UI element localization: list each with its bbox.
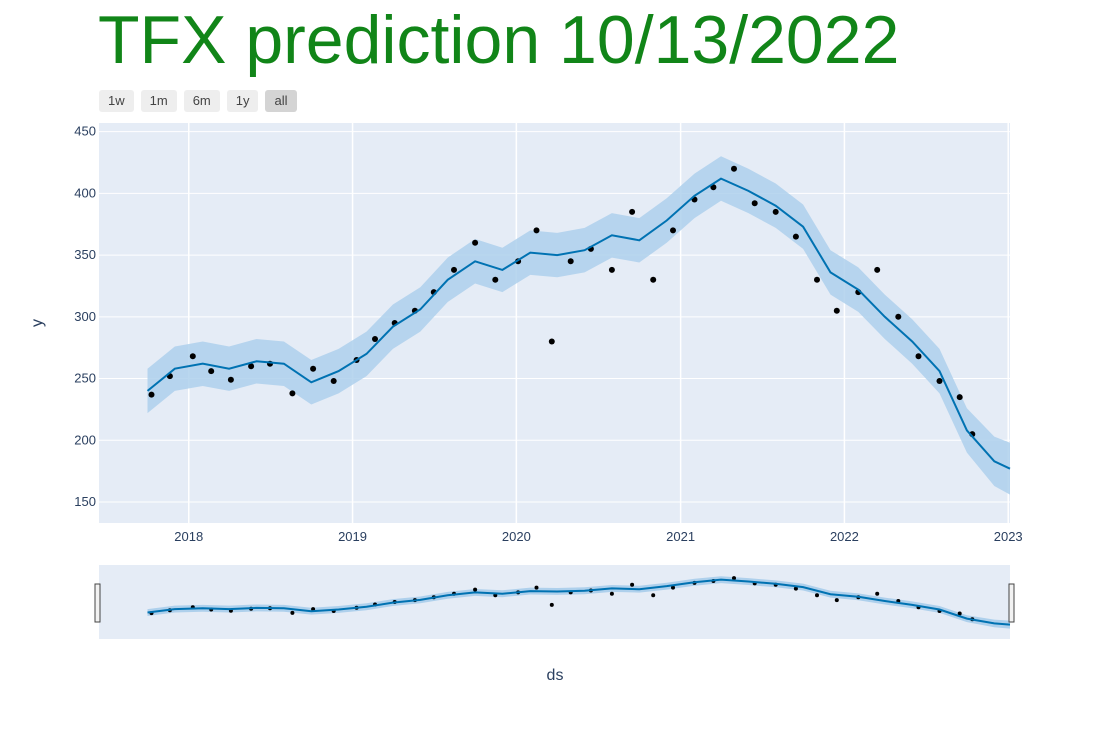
data-point bbox=[310, 365, 317, 372]
data-point bbox=[650, 276, 657, 283]
range-slider-point bbox=[834, 598, 839, 603]
grid-lines bbox=[99, 123, 1010, 523]
forecast-line bbox=[146, 177, 1011, 470]
data-point bbox=[956, 394, 963, 401]
data-point bbox=[936, 378, 943, 384]
range-slider-point bbox=[534, 585, 539, 590]
range-button-1m[interactable]: 1m bbox=[140, 90, 177, 112]
data-point bbox=[533, 227, 540, 234]
y-tick-label: 400 bbox=[74, 185, 96, 200]
range-slider-left-handle[interactable] bbox=[94, 583, 101, 623]
data-point bbox=[372, 336, 378, 342]
y-tick-label: 300 bbox=[74, 309, 96, 324]
data-point bbox=[833, 307, 840, 314]
data-point bbox=[751, 200, 758, 207]
y-axis-title: y bbox=[29, 319, 46, 327]
data-point bbox=[248, 363, 255, 370]
y-tick-label: 450 bbox=[74, 124, 96, 139]
x-tick-label: 2019 bbox=[338, 529, 367, 544]
data-point bbox=[792, 233, 799, 240]
x-tick-label: 2020 bbox=[502, 529, 531, 544]
range-slider-point bbox=[875, 591, 880, 596]
range-slider-point bbox=[549, 602, 554, 607]
data-point bbox=[148, 391, 155, 398]
data-point bbox=[915, 353, 922, 360]
range-selector: 1w 1m 6m 1y all bbox=[99, 90, 297, 112]
range-button-1y[interactable]: 1y bbox=[226, 90, 259, 112]
data-point bbox=[629, 208, 636, 215]
data-point bbox=[895, 313, 902, 320]
range-button-all[interactable]: all bbox=[265, 90, 297, 112]
data-point bbox=[472, 239, 479, 246]
range-slider-point bbox=[732, 576, 736, 581]
range-button-6m[interactable]: 6m bbox=[183, 90, 220, 112]
data-point bbox=[189, 353, 196, 360]
y-tick-label: 350 bbox=[74, 247, 96, 262]
data-point bbox=[710, 184, 717, 191]
range-slider[interactable] bbox=[99, 565, 1010, 639]
y-tick-label: 150 bbox=[74, 494, 96, 509]
data-point bbox=[874, 266, 881, 273]
data-point bbox=[289, 390, 296, 397]
y-tick-label: 200 bbox=[74, 432, 96, 447]
range-slider-point bbox=[671, 585, 675, 590]
chart-title: TFX prediction 10/13/2022 bbox=[98, 2, 900, 78]
range-slider-line bbox=[147, 578, 1011, 626]
range-slider-point bbox=[815, 593, 819, 598]
x-tick-label: 2022 bbox=[830, 529, 859, 544]
x-tick-label: 2023 bbox=[994, 529, 1023, 544]
data-point bbox=[731, 165, 737, 172]
data-point bbox=[567, 258, 574, 265]
x-tick-label: 2021 bbox=[666, 529, 695, 544]
data-point bbox=[772, 208, 779, 215]
data-point bbox=[608, 266, 615, 273]
range-slider-point bbox=[473, 587, 478, 592]
range-slider-point bbox=[609, 591, 614, 596]
range-slider-point bbox=[793, 586, 798, 591]
data-point bbox=[492, 276, 499, 283]
range-slider-right-handle[interactable] bbox=[1008, 583, 1015, 623]
x-axis-title: ds bbox=[547, 667, 564, 684]
data-point bbox=[814, 276, 820, 283]
forecast-uncertainty-band bbox=[147, 156, 1010, 495]
range-slider-point bbox=[651, 593, 656, 598]
x-tick-label: 2018 bbox=[174, 529, 203, 544]
data-point bbox=[208, 368, 215, 375]
data-point bbox=[670, 227, 676, 234]
range-slider-point bbox=[290, 610, 295, 615]
range-slider-point bbox=[957, 611, 962, 616]
data-point bbox=[330, 378, 337, 384]
y-tick-label: 250 bbox=[74, 371, 96, 386]
plot-area[interactable] bbox=[99, 123, 1010, 523]
y-axis-ticks: 150 200 250 300 350 400 450 bbox=[74, 124, 96, 509]
range-button-1w[interactable]: 1w bbox=[99, 90, 134, 112]
range-slider-point bbox=[630, 582, 635, 587]
x-axis-ticks: 2018 2019 2020 2021 2022 2023 bbox=[174, 529, 1022, 544]
data-point bbox=[548, 338, 555, 345]
data-point bbox=[227, 376, 234, 383]
data-point bbox=[451, 266, 457, 273]
